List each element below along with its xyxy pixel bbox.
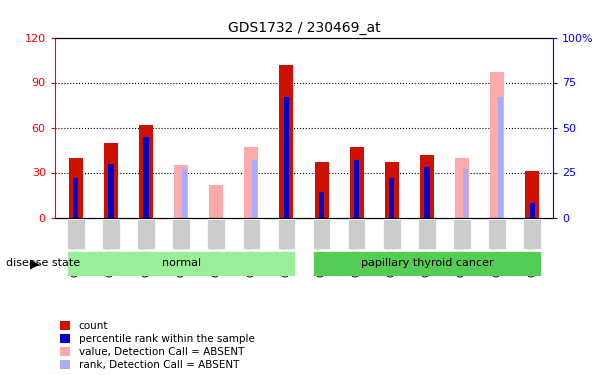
Bar bbox=[172, 219, 190, 249]
Bar bbox=[313, 219, 330, 249]
Bar bbox=[69, 158, 83, 218]
Bar bbox=[108, 164, 114, 218]
Bar bbox=[348, 219, 365, 249]
Bar bbox=[383, 219, 401, 249]
Bar bbox=[490, 72, 504, 217]
Bar bbox=[137, 219, 155, 249]
Bar bbox=[174, 165, 188, 218]
Bar bbox=[453, 219, 471, 249]
Bar bbox=[424, 167, 429, 217]
Bar bbox=[488, 219, 506, 249]
Bar bbox=[67, 251, 295, 276]
Bar bbox=[243, 219, 260, 249]
Bar bbox=[319, 192, 324, 217]
Text: papillary thyroid cancer: papillary thyroid cancer bbox=[361, 258, 493, 268]
Bar bbox=[314, 162, 328, 218]
Bar bbox=[102, 219, 120, 249]
Bar bbox=[73, 178, 78, 218]
Bar bbox=[252, 160, 257, 218]
Legend: count, percentile rank within the sample, value, Detection Call = ABSENT, rank, : count, percentile rank within the sample… bbox=[60, 321, 255, 370]
Bar bbox=[280, 64, 294, 218]
Bar bbox=[385, 162, 399, 218]
Text: normal: normal bbox=[162, 258, 201, 268]
Bar bbox=[313, 251, 541, 276]
Bar bbox=[67, 219, 85, 249]
Bar bbox=[497, 97, 503, 218]
Bar bbox=[420, 154, 434, 218]
Bar bbox=[139, 124, 153, 217]
Bar bbox=[525, 171, 539, 217]
Text: disease state: disease state bbox=[6, 258, 80, 268]
Bar bbox=[244, 147, 258, 218]
Bar bbox=[278, 219, 295, 249]
Bar bbox=[523, 219, 541, 249]
Bar bbox=[418, 219, 436, 249]
Text: ▶: ▶ bbox=[30, 257, 40, 270]
Bar bbox=[455, 158, 469, 218]
Bar bbox=[389, 178, 395, 218]
Bar bbox=[354, 160, 359, 218]
Bar bbox=[284, 97, 289, 218]
Bar bbox=[530, 203, 535, 217]
Bar bbox=[209, 184, 223, 218]
Bar bbox=[463, 169, 468, 217]
Title: GDS1732 / 230469_at: GDS1732 / 230469_at bbox=[227, 21, 381, 35]
Bar bbox=[143, 136, 148, 218]
Bar bbox=[350, 147, 364, 218]
Bar bbox=[182, 169, 187, 217]
Bar bbox=[207, 219, 225, 249]
Bar bbox=[104, 142, 118, 218]
